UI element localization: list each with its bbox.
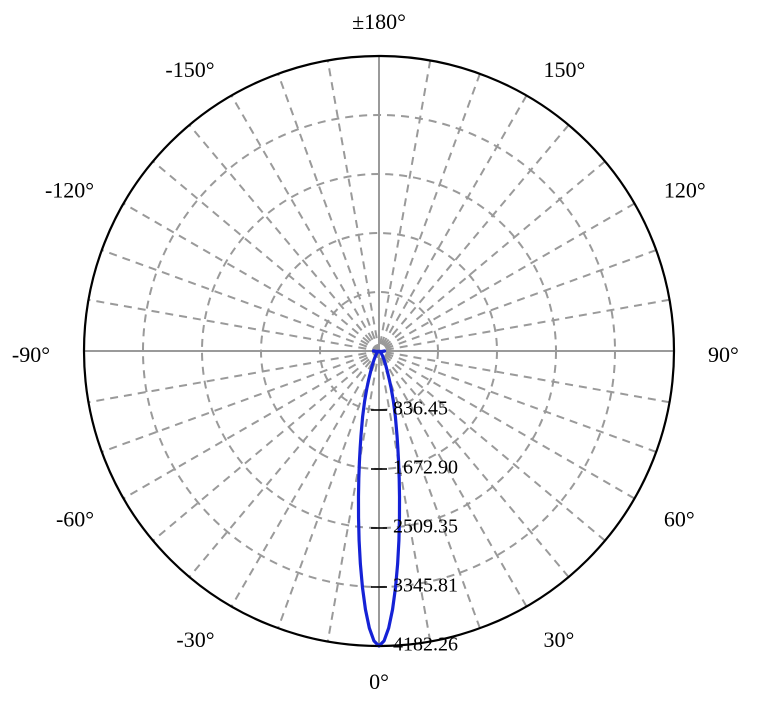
angle-label: -30° bbox=[176, 627, 214, 652]
angle-label: -60° bbox=[56, 507, 94, 532]
radial-label: 2509.35 bbox=[393, 516, 458, 538]
angle-label: 0° bbox=[369, 669, 389, 694]
angle-label: 120° bbox=[664, 178, 706, 203]
angle-label: 150° bbox=[544, 57, 586, 82]
radial-label: 3345.81 bbox=[393, 575, 458, 597]
radial-label: 836.45 bbox=[393, 398, 448, 420]
angle-label: ±180° bbox=[352, 9, 406, 34]
angle-label: 60° bbox=[664, 507, 695, 532]
radial-label: 1672.90 bbox=[393, 457, 458, 479]
angle-label: 90° bbox=[708, 342, 739, 367]
angle-label: -150° bbox=[165, 57, 214, 82]
angle-label: 30° bbox=[544, 627, 575, 652]
angle-label: -120° bbox=[45, 178, 94, 203]
polar-chart: 836.45 1672.90 2509.35 3345.81 4182.260° 30° 6… bbox=[0, 0, 759, 703]
radial-label: 4182.26 bbox=[393, 634, 458, 656]
angle-label: -90° bbox=[12, 342, 50, 367]
